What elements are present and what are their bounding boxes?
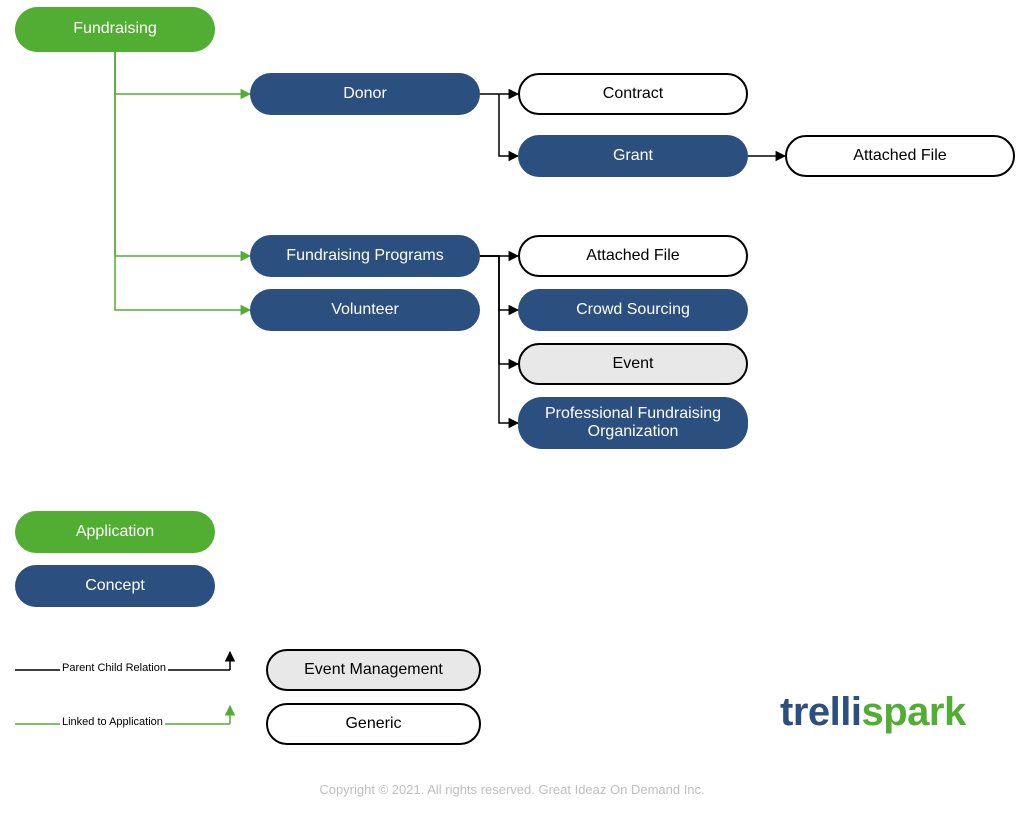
logo-part-i: i	[851, 690, 862, 734]
node-legend-concept: Concept	[15, 565, 215, 607]
node-grant: Grant	[518, 135, 748, 177]
node-volunteer: Volunteer	[250, 289, 480, 331]
legend-line-label: Parent Child Relation	[60, 662, 168, 674]
node-legend-event_mgmt: Event Management	[266, 649, 481, 691]
node-crowd: Crowd Sourcing	[518, 289, 748, 331]
logo-part-trell: trell	[780, 690, 851, 734]
trellispark-logo: trellispark	[780, 690, 966, 735]
node-programs: Fundraising Programs	[250, 235, 480, 277]
node-pfo: Professional Fundraising Organization	[518, 397, 748, 449]
node-fundraising: Fundraising	[15, 7, 215, 52]
node-donor: Donor	[250, 73, 480, 115]
node-event: Event	[518, 343, 748, 385]
node-contract: Contract	[518, 73, 748, 115]
copyright-text: Copyright © 2021. All rights reserved. G…	[0, 782, 1024, 797]
node-legend-application: Application	[15, 511, 215, 553]
legend-line-label: Linked to Application	[60, 716, 165, 728]
node-legend-generic: Generic	[266, 703, 481, 745]
node-attached1: Attached File	[785, 135, 1015, 177]
node-attached2: Attached File	[518, 235, 748, 277]
logo-part-spark: spark	[861, 690, 965, 734]
